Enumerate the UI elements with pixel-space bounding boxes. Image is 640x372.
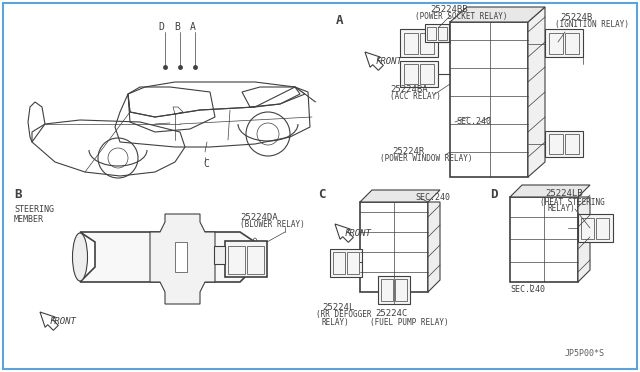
Text: (POWER SOCKET RELAY): (POWER SOCKET RELAY) bbox=[415, 12, 508, 20]
Text: STEERING: STEERING bbox=[14, 205, 54, 215]
Text: FRONT: FRONT bbox=[345, 230, 372, 238]
Polygon shape bbox=[40, 312, 58, 330]
Bar bbox=[330, 249, 362, 277]
Bar bbox=[381, 279, 393, 301]
Text: D: D bbox=[490, 187, 497, 201]
Polygon shape bbox=[528, 7, 545, 177]
Bar bbox=[549, 134, 563, 154]
Bar bbox=[333, 252, 345, 274]
Text: FRONT: FRONT bbox=[376, 58, 403, 67]
Bar bbox=[545, 131, 583, 157]
Bar bbox=[438, 27, 447, 40]
Text: 25224B: 25224B bbox=[560, 13, 592, 22]
Text: A: A bbox=[190, 22, 196, 32]
Text: A: A bbox=[336, 13, 344, 26]
Bar bbox=[378, 276, 410, 304]
Text: SEC.240: SEC.240 bbox=[510, 285, 545, 295]
Bar bbox=[581, 218, 594, 239]
Bar bbox=[225, 241, 267, 277]
Text: RELAY): RELAY) bbox=[322, 317, 349, 327]
Text: D: D bbox=[158, 22, 164, 32]
Text: 25224LB: 25224LB bbox=[545, 189, 582, 199]
Bar bbox=[400, 61, 438, 87]
Bar bbox=[565, 134, 579, 154]
Polygon shape bbox=[80, 232, 255, 282]
Bar bbox=[549, 33, 563, 54]
Polygon shape bbox=[428, 202, 440, 292]
Bar bbox=[347, 252, 359, 274]
Text: (BLOWER RELAY): (BLOWER RELAY) bbox=[240, 221, 305, 230]
Bar bbox=[425, 24, 449, 42]
Bar bbox=[228, 246, 245, 274]
Bar bbox=[247, 246, 264, 274]
Bar bbox=[400, 29, 438, 57]
Text: (ACC RELAY): (ACC RELAY) bbox=[390, 93, 441, 102]
Text: 25224R: 25224R bbox=[392, 148, 424, 157]
Bar bbox=[427, 27, 436, 40]
Text: B: B bbox=[14, 187, 22, 201]
Polygon shape bbox=[510, 185, 590, 197]
Text: C: C bbox=[318, 187, 326, 201]
Text: (POWER WINDOW RELAY): (POWER WINDOW RELAY) bbox=[380, 154, 472, 164]
Text: 25224BA: 25224BA bbox=[390, 86, 428, 94]
Polygon shape bbox=[335, 224, 353, 242]
Bar bbox=[404, 64, 418, 84]
Text: MEMBER: MEMBER bbox=[14, 215, 44, 224]
Text: 25224DA: 25224DA bbox=[240, 212, 278, 221]
Bar bbox=[175, 242, 187, 272]
Text: JP5P00*S: JP5P00*S bbox=[565, 350, 605, 359]
Text: 25224C: 25224C bbox=[375, 310, 407, 318]
Text: B: B bbox=[174, 22, 180, 32]
Bar bbox=[420, 33, 434, 54]
Text: SEC.240: SEC.240 bbox=[415, 193, 450, 202]
Bar bbox=[404, 33, 418, 54]
Text: C: C bbox=[203, 159, 209, 169]
Bar bbox=[420, 64, 434, 84]
Bar bbox=[395, 279, 407, 301]
Polygon shape bbox=[150, 214, 215, 304]
Text: 25224L: 25224L bbox=[322, 302, 355, 311]
Bar bbox=[214, 246, 225, 264]
Text: (IGNITION RELAY): (IGNITION RELAY) bbox=[555, 20, 629, 29]
Text: SEC.240: SEC.240 bbox=[456, 118, 491, 126]
Text: RELAY): RELAY) bbox=[548, 205, 576, 214]
Polygon shape bbox=[360, 190, 440, 202]
Bar bbox=[596, 218, 609, 239]
Text: (RR DEFOGGER: (RR DEFOGGER bbox=[316, 311, 371, 320]
Ellipse shape bbox=[72, 233, 88, 281]
Text: FRONT: FRONT bbox=[50, 317, 77, 327]
Polygon shape bbox=[450, 7, 545, 22]
Text: 25224BB: 25224BB bbox=[430, 4, 468, 13]
Bar bbox=[578, 214, 613, 242]
Bar bbox=[545, 29, 583, 57]
Bar bbox=[510, 197, 578, 282]
Bar bbox=[565, 33, 579, 54]
Text: (FUEL PUMP RELAY): (FUEL PUMP RELAY) bbox=[370, 317, 449, 327]
Polygon shape bbox=[578, 197, 590, 282]
Polygon shape bbox=[365, 52, 383, 70]
Text: (HEAT STEERING: (HEAT STEERING bbox=[540, 198, 605, 206]
Bar bbox=[360, 202, 428, 292]
Bar bbox=[450, 22, 528, 177]
